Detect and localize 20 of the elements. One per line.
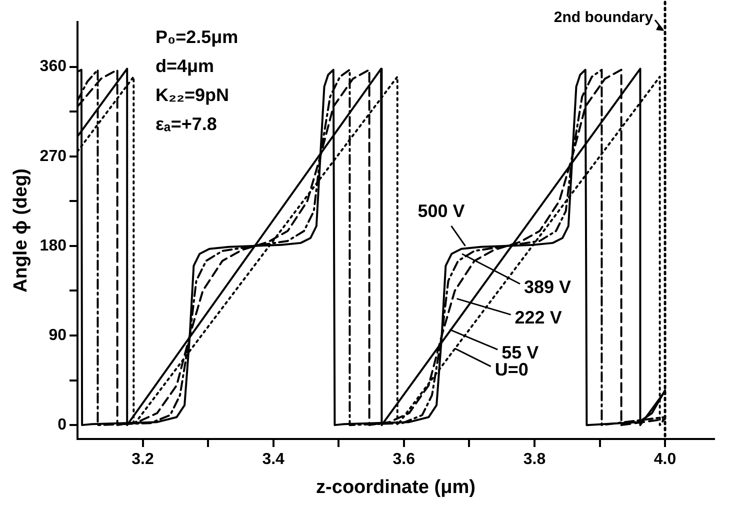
x-tick-label: 3.2: [132, 451, 154, 468]
y-tick-label: 90: [48, 326, 67, 344]
annotation: P₀=2.5μm: [155, 26, 238, 47]
x-tick-label: 4.0: [654, 451, 676, 468]
annotation: 500 V: [418, 200, 465, 221]
annotation: K₂₂=9pN: [155, 84, 230, 105]
y-tick-label: 0: [58, 416, 67, 434]
y-tick-label: 360: [40, 58, 67, 76]
annotation: d=4μm: [155, 56, 214, 76]
x-tick-label: 3.4: [262, 451, 285, 468]
x-axis-title: z-coordinate (μm): [316, 476, 476, 498]
x-tick-label: 3.6: [392, 451, 416, 468]
x-tick-label: 3.8: [523, 451, 546, 468]
y-tick-label: 180: [40, 237, 67, 254]
annotation: 222 V: [514, 308, 562, 328]
ref-line-label: 2nd boundary: [554, 9, 654, 26]
y-axis-title: Angle ϕ (deg): [10, 168, 32, 293]
annotation: 389 V: [524, 276, 572, 297]
y-tick-label: 270: [40, 148, 67, 165]
annotation: εₐ=+7.8: [155, 114, 217, 134]
